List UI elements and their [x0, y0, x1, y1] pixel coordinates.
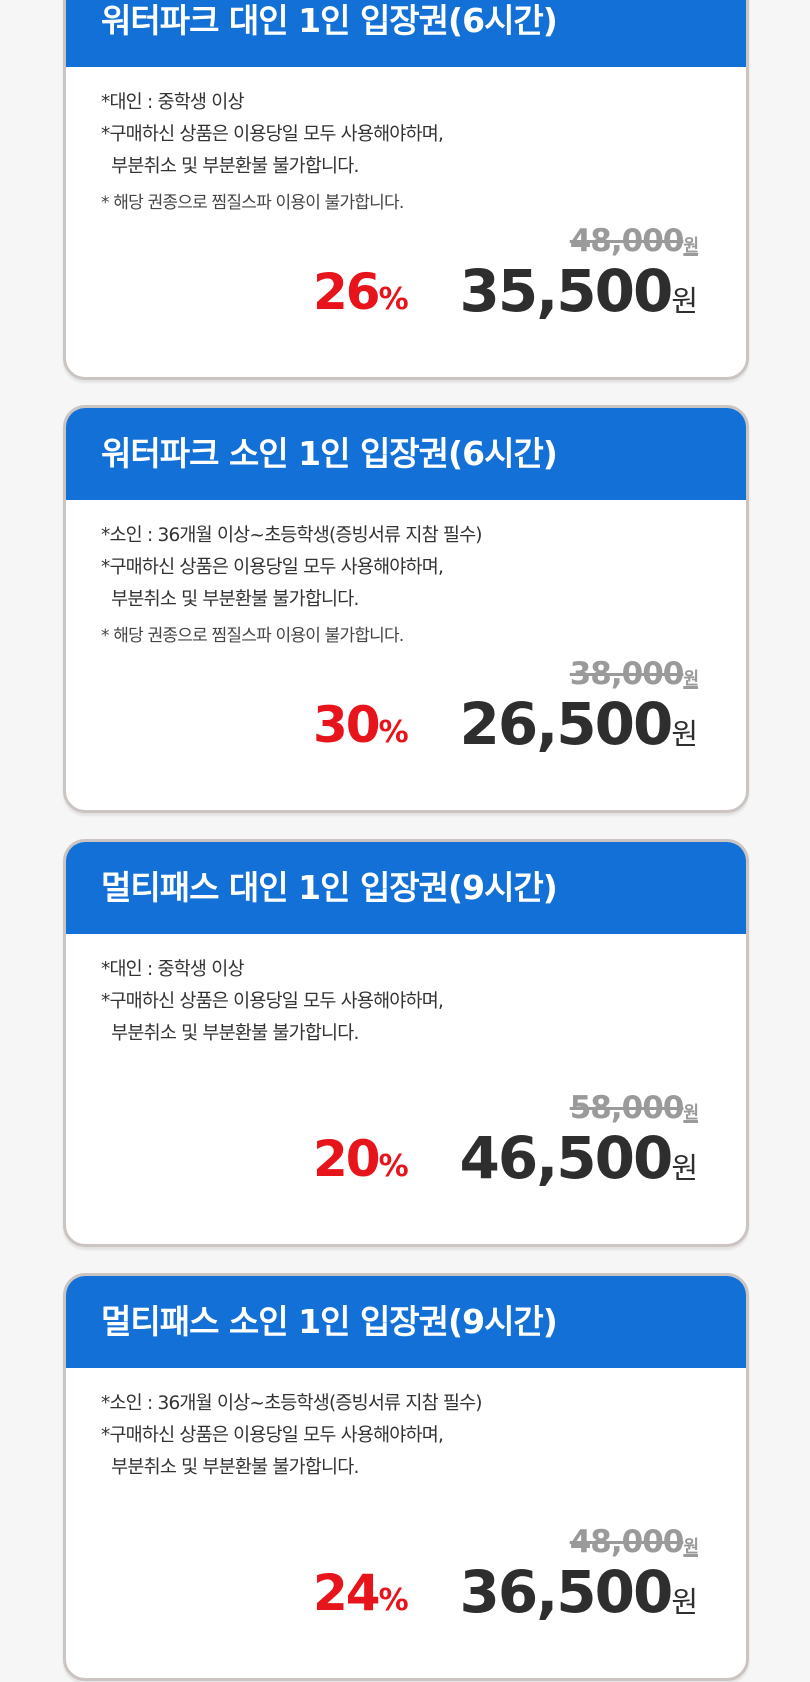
- ticket-title: 워터파크 소인 1인 입장권(6시간): [66, 408, 746, 500]
- original-price-value: 48,000: [569, 223, 685, 259]
- original-price-value: 58,000: [569, 1090, 685, 1126]
- percent-sign: %: [378, 1149, 409, 1184]
- ticket-note: 부분취소 및 부분환불 불가합니다.: [101, 1023, 359, 1044]
- ticket-notes: *대인 : 중학생 이상 *구매하신 상품은 이용당일 모두 사용해야하며, 부분…: [101, 87, 444, 219]
- original-price: 58,000원: [569, 1090, 699, 1126]
- original-price-value: 38,000: [569, 656, 685, 692]
- discount-rate: 30%: [313, 696, 409, 754]
- ticket-note: *구매하신 상품은 이용당일 모두 사용해야하며,: [101, 1425, 444, 1446]
- original-price: 48,000원: [569, 223, 699, 259]
- ticket-note: 부분취소 및 부분환불 불가합니다.: [101, 156, 359, 177]
- sale-price-value: 46,500: [459, 1124, 673, 1192]
- ticket-notes: *소인 : 36개월 이상~초등학생(증빙서류 지참 필수) *구매하신 상품은 …: [101, 1388, 483, 1484]
- percent-sign: %: [378, 715, 409, 750]
- ticket-note: * 해당 권종으로 찜질스파 이용이 불가합니다.: [101, 193, 404, 213]
- discount-rate: 24%: [313, 1564, 409, 1622]
- discount-value: 20: [313, 1130, 381, 1188]
- ticket-card[interactable]: 멀티패스 대인 1인 입장권(9시간) *대인 : 중학생 이상 *구매하신 상품…: [63, 839, 749, 1247]
- sale-price: 36,500원: [459, 1558, 698, 1626]
- ticket-note: *대인 : 중학생 이상: [101, 959, 244, 980]
- discount-rate: 20%: [313, 1130, 409, 1188]
- discount-value: 30: [313, 696, 381, 754]
- sale-price: 46,500원: [459, 1124, 698, 1192]
- percent-sign: %: [378, 1583, 409, 1618]
- currency-unit: 원: [671, 1151, 698, 1185]
- currency-unit: 원: [671, 717, 698, 751]
- original-price: 38,000원: [569, 656, 699, 692]
- discount-value: 26: [313, 263, 381, 321]
- ticket-note: * 해당 권종으로 찜질스파 이용이 불가합니다.: [101, 626, 404, 646]
- sale-price-value: 36,500: [459, 1558, 673, 1626]
- currency-unit: 원: [671, 1585, 698, 1619]
- ticket-notes: *소인 : 36개월 이상~초등학생(증빙서류 지참 필수) *구매하신 상품은 …: [101, 520, 483, 652]
- ticket-note: 부분취소 및 부분환불 불가합니다.: [101, 589, 359, 610]
- currency-unit: 원: [671, 284, 698, 318]
- currency-unit: 원: [683, 669, 699, 689]
- ticket-note: 부분취소 및 부분환불 불가합니다.: [101, 1457, 359, 1478]
- currency-unit: 원: [683, 1103, 699, 1123]
- ticket-note: *구매하신 상품은 이용당일 모두 사용해야하며,: [101, 124, 444, 145]
- percent-sign: %: [378, 282, 409, 317]
- ticket-card[interactable]: 워터파크 소인 1인 입장권(6시간) *소인 : 36개월 이상~초등학생(증…: [63, 405, 749, 813]
- discount-value: 24: [313, 1564, 381, 1622]
- ticket-title: 멀티패스 소인 1인 입장권(9시간): [66, 1276, 746, 1368]
- original-price-value: 48,000: [569, 1524, 685, 1560]
- ticket-note: *대인 : 중학생 이상: [101, 92, 244, 113]
- ticket-title: 워터파크 대인 1인 입장권(6시간): [66, 0, 746, 67]
- ticket-note: *소인 : 36개월 이상~초등학생(증빙서류 지참 필수): [101, 525, 483, 546]
- ticket-note: *소인 : 36개월 이상~초등학생(증빙서류 지참 필수): [101, 1393, 483, 1414]
- sale-price: 26,500원: [459, 690, 698, 758]
- ticket-notes: *대인 : 중학생 이상 *구매하신 상품은 이용당일 모두 사용해야하며, 부분…: [101, 954, 444, 1050]
- sale-price: 35,500원: [459, 257, 698, 325]
- ticket-card[interactable]: 멀티패스 소인 1인 입장권(9시간) *소인 : 36개월 이상~초등학생(증…: [63, 1273, 749, 1681]
- sale-price-value: 26,500: [459, 690, 673, 758]
- original-price: 48,000원: [569, 1524, 699, 1560]
- currency-unit: 원: [683, 236, 699, 256]
- ticket-note: *구매하신 상품은 이용당일 모두 사용해야하며,: [101, 991, 444, 1012]
- sale-price-value: 35,500: [459, 257, 673, 325]
- ticket-note: *구매하신 상품은 이용당일 모두 사용해야하며,: [101, 557, 444, 578]
- discount-rate: 26%: [313, 263, 409, 321]
- currency-unit: 원: [683, 1537, 699, 1557]
- ticket-title: 멀티패스 대인 1인 입장권(9시간): [66, 842, 746, 934]
- ticket-card[interactable]: 워터파크 대인 1인 입장권(6시간) *대인 : 중학생 이상 *구매하신 상품…: [63, 0, 749, 380]
